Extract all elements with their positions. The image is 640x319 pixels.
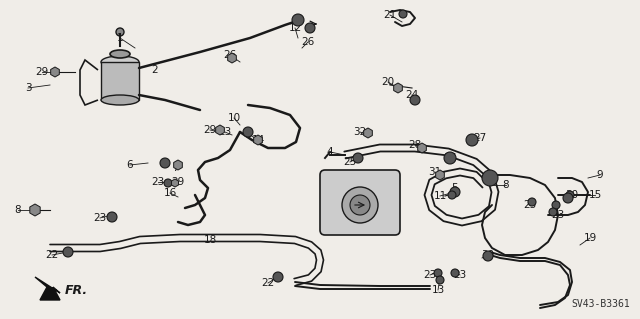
Text: 5: 5: [452, 183, 458, 193]
Circle shape: [353, 153, 363, 163]
Text: 30: 30: [481, 250, 495, 260]
Text: 8: 8: [502, 180, 509, 190]
Text: 31: 31: [428, 167, 442, 177]
Text: 28: 28: [408, 140, 422, 150]
Polygon shape: [418, 143, 426, 153]
Text: SV43-B3361: SV43-B3361: [572, 299, 630, 309]
Text: 14: 14: [252, 135, 264, 145]
Circle shape: [107, 212, 117, 222]
Circle shape: [160, 158, 170, 168]
Polygon shape: [35, 277, 60, 300]
Text: 23: 23: [93, 213, 107, 223]
Ellipse shape: [110, 50, 130, 58]
Text: 23: 23: [152, 177, 164, 187]
Text: 20: 20: [381, 77, 395, 87]
Circle shape: [292, 14, 304, 26]
Polygon shape: [216, 125, 225, 135]
Text: 25: 25: [344, 157, 356, 167]
Text: 2: 2: [152, 65, 158, 75]
Circle shape: [528, 198, 536, 206]
Text: 23: 23: [552, 210, 564, 220]
Circle shape: [466, 134, 478, 146]
Circle shape: [350, 195, 370, 215]
Text: 13: 13: [431, 285, 445, 295]
Text: 24: 24: [405, 90, 419, 100]
Text: 29: 29: [35, 67, 49, 77]
Text: 27: 27: [474, 133, 486, 143]
Text: 3: 3: [25, 83, 31, 93]
Text: 26: 26: [301, 37, 315, 47]
Text: 1: 1: [116, 33, 124, 43]
Text: 17: 17: [444, 153, 456, 163]
Circle shape: [410, 95, 420, 105]
Circle shape: [444, 152, 456, 164]
Circle shape: [448, 191, 456, 199]
Circle shape: [451, 269, 459, 277]
Circle shape: [566, 191, 574, 199]
Text: 11: 11: [433, 191, 447, 201]
Text: FR.: FR.: [65, 284, 88, 296]
Text: 6: 6: [127, 160, 133, 170]
Circle shape: [399, 10, 407, 18]
Text: 23: 23: [524, 200, 536, 210]
Text: 30: 30: [565, 190, 579, 200]
Text: 23: 23: [453, 270, 467, 280]
FancyBboxPatch shape: [320, 170, 400, 235]
Ellipse shape: [101, 56, 139, 68]
Polygon shape: [436, 170, 444, 180]
Circle shape: [305, 23, 315, 33]
Circle shape: [552, 201, 560, 209]
Circle shape: [243, 127, 253, 137]
Circle shape: [563, 193, 573, 203]
Polygon shape: [394, 83, 403, 93]
Bar: [101, 62, 139, 100]
Ellipse shape: [101, 95, 139, 105]
Circle shape: [273, 272, 283, 282]
Polygon shape: [51, 67, 60, 77]
Polygon shape: [30, 204, 40, 216]
Text: 23: 23: [424, 270, 436, 280]
Polygon shape: [172, 179, 179, 187]
Circle shape: [164, 179, 172, 187]
Text: 10: 10: [227, 113, 241, 123]
Text: 18: 18: [204, 235, 216, 245]
Circle shape: [450, 187, 460, 197]
Circle shape: [434, 269, 442, 277]
Text: 16: 16: [163, 188, 177, 198]
Text: 21: 21: [383, 10, 397, 20]
Text: 9: 9: [596, 170, 604, 180]
Text: 12: 12: [289, 23, 301, 33]
Text: 22: 22: [261, 278, 275, 288]
Circle shape: [342, 187, 378, 223]
Circle shape: [63, 247, 73, 257]
Text: 22: 22: [45, 250, 59, 260]
Polygon shape: [364, 128, 372, 138]
Text: 19: 19: [584, 233, 596, 243]
Polygon shape: [173, 160, 182, 170]
Polygon shape: [228, 53, 236, 63]
Circle shape: [483, 251, 493, 261]
Text: 7: 7: [172, 163, 179, 173]
Text: 26: 26: [223, 50, 237, 60]
Polygon shape: [253, 135, 262, 145]
Text: 29: 29: [172, 177, 184, 187]
Text: 8: 8: [15, 205, 21, 215]
Text: 29: 29: [204, 125, 216, 135]
Text: 4: 4: [326, 147, 333, 157]
Circle shape: [482, 170, 498, 186]
Circle shape: [436, 276, 444, 284]
Text: 23: 23: [218, 127, 232, 137]
Text: 15: 15: [588, 190, 602, 200]
Text: 32: 32: [353, 127, 367, 137]
Circle shape: [116, 28, 124, 36]
Circle shape: [549, 208, 557, 216]
